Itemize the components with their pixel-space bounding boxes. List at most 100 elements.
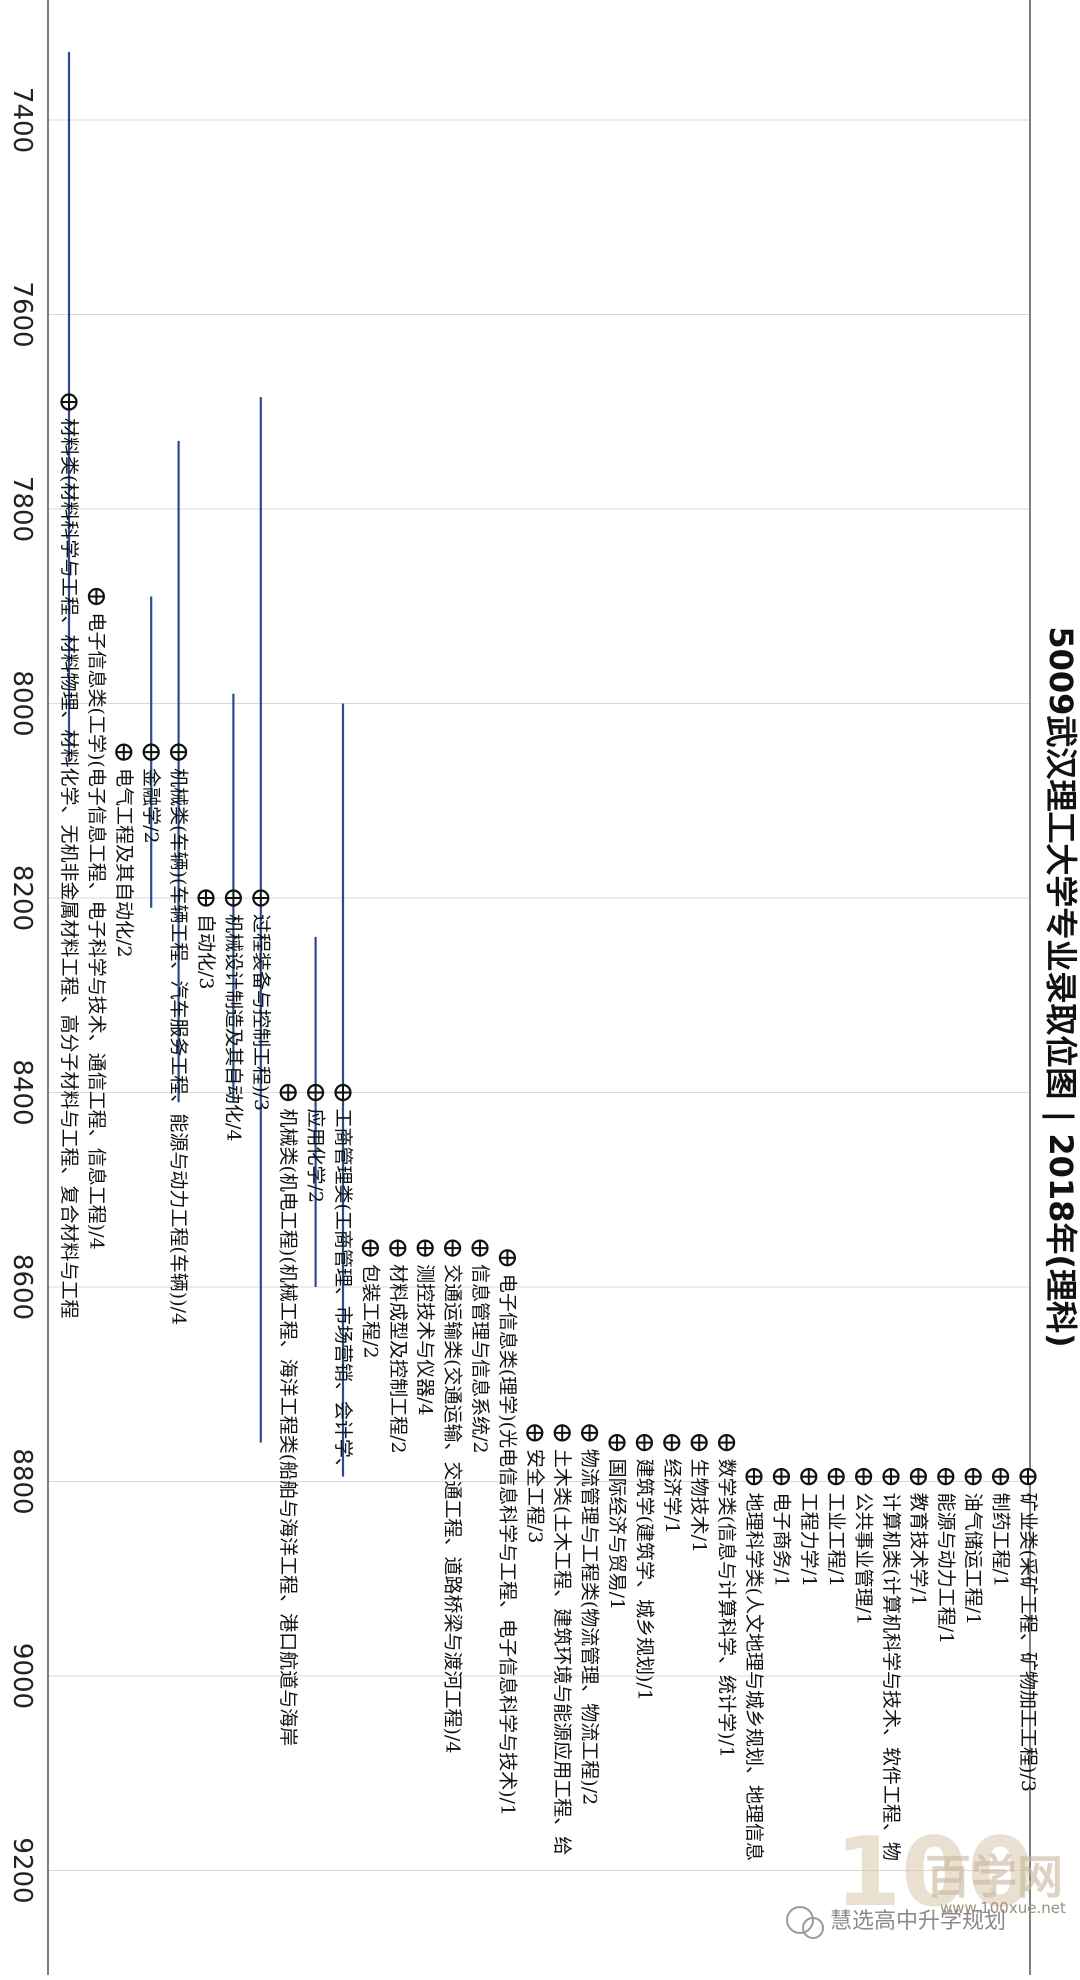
rank-axis-ticks: 7400 7600 7800 8000 8200 8400 8600 8800 9000 9200 — [7, 87, 37, 1904]
major-label: 应用化学/2 — [305, 1109, 327, 1204]
major-label: 教育技术学/1 — [907, 1493, 929, 1607]
rank-marker — [252, 889, 270, 907]
major-label-group: 国际经济与贸易/1 — [606, 1459, 628, 1611]
major-label-group: 过程装备与控制工程)/3 — [250, 914, 272, 1111]
tick-group: 9200 — [7, 1837, 37, 1903]
major-label: 土木类(土木工程、建筑环境与能源应用工程、给 — [551, 1449, 573, 1855]
major-label-group: 公共事业管理/1 — [853, 1493, 875, 1626]
brand-number: 100 — [835, 1818, 1033, 1928]
major-label: 电子商务/1 — [770, 1493, 792, 1588]
rank-marker — [854, 1468, 873, 1486]
major-label: 计算机类(计算机科学与技术、软件工程、物 — [880, 1493, 902, 1861]
rank-marker — [444, 1239, 462, 1257]
chart-title: 5009武汉理工大学专业录取位图 | 2018年(理科) — [1041, 626, 1080, 1347]
rank-marker — [498, 1249, 516, 1267]
rank-marker — [389, 1239, 407, 1257]
rank-marker — [882, 1468, 900, 1486]
rank-marker — [772, 1468, 791, 1486]
major-label: 机械类(车辆)(车辆工程、汽车服务工程、能源与动力工程(车辆))/4 — [168, 768, 190, 1325]
rank-marker — [608, 1433, 626, 1452]
rank-marker — [1019, 1468, 1037, 1486]
tick-group: 8000 — [7, 670, 37, 736]
rank-marker — [170, 743, 188, 761]
major-label-group: 工商管理类(工商管理、市场营销、会计学、 — [332, 1109, 354, 1477]
tick-label: 9200 — [7, 1837, 37, 1903]
major-label: 工业工程/1 — [825, 1493, 847, 1588]
major-label: 交通运输类(交通运输、交通工程、道路桥梁与渡河工程)/4 — [442, 1264, 464, 1753]
wechat-icon-bubble — [802, 1917, 824, 1939]
rank-marker — [690, 1433, 708, 1452]
rank-marker — [745, 1468, 763, 1486]
major-label-group: 电气工程及其自动化/2 — [113, 768, 135, 958]
major-label-group: 制药工程/1 — [990, 1493, 1012, 1588]
major-label-group: 建筑学(建筑学、城乡规划)/1 — [633, 1459, 655, 1701]
major-label: 数学类(信息与计算科学、统计学)/1 — [716, 1459, 738, 1758]
rank-marker — [142, 743, 160, 761]
major-label: 工商管理类(工商管理、市场营销、会计学、 — [332, 1109, 354, 1477]
major-label: 国际经济与贸易/1 — [606, 1459, 628, 1611]
major-label: 电子信息类(工学)(电子信息工程、电子科学与技术、通信工程、信息工程)/4 — [85, 613, 107, 1250]
major-label: 自动化/3 — [195, 914, 217, 990]
major-label: 油气储运工程/1 — [962, 1493, 984, 1626]
rank-marker — [526, 1424, 544, 1442]
major-label: 包装工程/2 — [359, 1264, 381, 1359]
tick-group: 7800 — [7, 476, 37, 542]
major-label: 工程力学/1 — [798, 1493, 820, 1588]
major-label: 测控技术与仪器/4 — [414, 1264, 436, 1416]
major-label-group: 材料成型及控制工程/2 — [387, 1264, 409, 1454]
major-label-group: 地理科学类(人文地理与城乡规划、地理信息 — [743, 1493, 765, 1861]
tick-group: 8800 — [7, 1448, 37, 1514]
rank-marker — [279, 1083, 297, 1102]
rank-marker — [197, 889, 215, 907]
major-label-group: 电子商务/1 — [770, 1493, 792, 1588]
brand-name: 百学网 — [925, 1850, 1063, 1904]
tick-label: 9000 — [7, 1643, 37, 1709]
major-label: 电气工程及其自动化/2 — [113, 768, 135, 958]
major-label: 公共事业管理/1 — [853, 1493, 875, 1626]
major-label: 制药工程/1 — [990, 1493, 1012, 1588]
major-label-group: 安全工程/3 — [524, 1449, 546, 1544]
tick-label: 7600 — [7, 281, 37, 347]
major-label-group: 物流管理与工程类(物流管理、物流工程)/2 — [579, 1449, 601, 1805]
major-label-group: 生物技术/1 — [688, 1459, 710, 1554]
rank-marker — [87, 587, 106, 606]
major-label: 机械类(机电工程)(机械工程、海洋工程类(船舶与海洋工程、港口航道与海岸 — [277, 1109, 299, 1747]
major-label-group: 金融学/2 — [140, 768, 162, 844]
major-label-group: 计算机类(计算机科学与技术、软件工程、物 — [880, 1493, 902, 1861]
rank-marker — [937, 1468, 955, 1486]
major-label-group: 机械类(机电工程)(机械工程、海洋工程类(船舶与海洋工程、港口航道与海岸 — [277, 1109, 299, 1747]
major-label: 机械设计制造及其自动化/4 — [222, 914, 244, 1142]
rank-marker — [909, 1468, 928, 1486]
major-label-group: 油气储运工程/1 — [962, 1493, 984, 1626]
major-label: 材料成型及控制工程/2 — [387, 1264, 409, 1454]
major-labels: 材料类(材料科学与工程、材料物理、材料化学、无机非金属材料工程、高分子材料与工程… — [58, 418, 1039, 1861]
major-label-group: 工程力学/1 — [798, 1493, 820, 1588]
major-label: 能源与动力工程/1 — [935, 1493, 957, 1645]
tick-label: 7800 — [7, 476, 37, 542]
tick-group: 7600 — [7, 281, 37, 347]
major-label: 建筑学(建筑学、城乡规划)/1 — [633, 1459, 655, 1701]
rank-marker — [800, 1468, 818, 1486]
rank-marker — [361, 1239, 379, 1257]
major-label: 材料类(材料科学与工程、材料物理、材料化学、无机非金属材料工程、高分子材料与工程… — [58, 418, 80, 1318]
major-label: 矿业类(采矿工程、矿物加工工程)/3 — [1017, 1493, 1039, 1792]
wechat-account-name: 慧选高中升学规划 — [830, 1909, 1006, 1934]
range-bars — [67, 51, 345, 1477]
major-label: 金融学/2 — [140, 768, 162, 844]
watermark: 慧选高中升学规划 100 百学网 www.100xue.net — [786, 1818, 1066, 1939]
rank-marker — [471, 1239, 489, 1257]
major-label-group: 工业工程/1 — [825, 1493, 847, 1588]
major-label-group: 机械类(车辆)(车辆工程、汽车服务工程、能源与动力工程(车辆))/4 — [168, 768, 190, 1325]
major-label: 过程装备与控制工程)/3 — [250, 914, 272, 1111]
major-label-group: 教育技术学/1 — [907, 1493, 929, 1607]
tick-group: 8400 — [7, 1059, 37, 1125]
major-label-group: 经济学/1 — [661, 1459, 683, 1535]
major-label: 经济学/1 — [661, 1459, 683, 1535]
tick-label: 8800 — [7, 1448, 37, 1514]
major-label-group: 应用化学/2 — [305, 1109, 327, 1204]
rank-marker — [663, 1433, 681, 1452]
brand-url: www.100xue.net — [940, 1899, 1066, 1917]
rank-marker — [224, 889, 242, 907]
